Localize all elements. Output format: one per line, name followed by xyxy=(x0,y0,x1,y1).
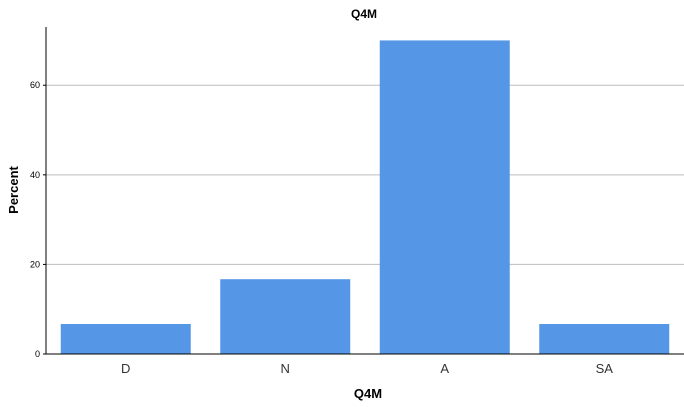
y-tick-label: 40 xyxy=(30,170,40,180)
y-tick-label: 0 xyxy=(35,349,40,359)
x-tick-label: N xyxy=(281,361,290,376)
gridlines xyxy=(46,84,684,265)
y-axis-title: Percent xyxy=(6,165,21,213)
axes xyxy=(43,27,684,355)
x-tick-labels: D N A SA xyxy=(121,361,613,376)
x-tick-label: A xyxy=(440,361,449,376)
y-tick-label: 60 xyxy=(30,80,40,90)
x-tick-label: D xyxy=(121,361,130,376)
bar-a xyxy=(379,40,510,354)
x-axis-title: Q4M xyxy=(354,386,382,401)
bar-n xyxy=(220,279,351,354)
x-tick-label: SA xyxy=(596,361,614,376)
bar-d xyxy=(60,323,191,354)
bar-sa xyxy=(539,323,670,354)
y-tick-labels: 0 20 40 60 xyxy=(30,80,40,359)
y-tick-label: 20 xyxy=(30,259,40,269)
bars xyxy=(60,40,670,354)
chart-title: Q4M xyxy=(351,7,377,21)
